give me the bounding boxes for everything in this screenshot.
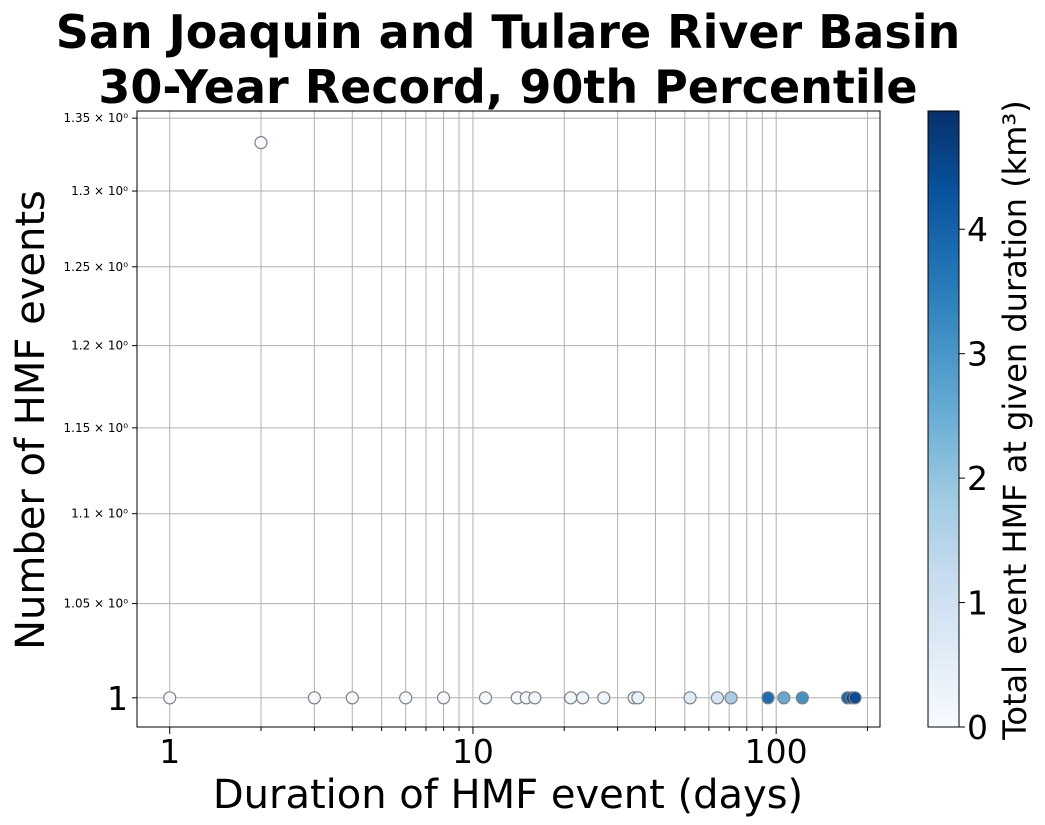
data-point (848, 691, 862, 705)
data-point (564, 691, 578, 705)
y-tick-label: 1.1 × 10⁰ (71, 507, 128, 521)
x-tick-label: 100 (745, 732, 808, 771)
colorbar-tick-label: 3 (967, 335, 988, 374)
data-point (436, 691, 451, 705)
y-tick-label: 1.05 × 10⁰ (64, 597, 129, 611)
y-tick-label: 1.3 × 10⁰ (71, 184, 128, 198)
y-tick-label: 1 (107, 679, 128, 718)
colorbar-label: Total event HMF at given duration (km³) (996, 100, 1034, 740)
data-point (399, 691, 413, 705)
data-points (163, 136, 862, 705)
data-point (597, 691, 611, 705)
colorbar-ticks: 0 1 2 3 4 (959, 210, 988, 747)
data-point (683, 691, 697, 705)
data-point (724, 691, 738, 705)
x-tick-label: 10 (452, 732, 494, 771)
data-point (345, 691, 359, 705)
y-tick-label: 1.35 × 10⁰ (64, 111, 129, 125)
y-axis-label: Number of HMF events (8, 190, 54, 650)
y-tick-label: 1.2 × 10⁰ (71, 339, 128, 353)
x-tick-label: 1 (159, 732, 180, 771)
chart-title-line-2: 30-Year Record, 90th Percentile (98, 60, 917, 114)
chart-title-line-1: San Joaquin and Tulare River Basin (56, 5, 960, 59)
y-axis-ticks: 1 1.05 × 10⁰ 1.1 × 10⁰ 1.15 × 10⁰ 1.2 × 10⁰ 1… (64, 111, 137, 718)
data-point (528, 691, 542, 705)
colorbar-tick-label: 2 (967, 459, 988, 498)
data-point (795, 691, 809, 705)
colorbar-tick-label: 0 (967, 708, 988, 747)
colorbar-tick-label: 4 (967, 210, 988, 249)
data-point (761, 691, 775, 705)
data-point (710, 691, 724, 705)
x-axis-ticks: 1 10 100 (159, 727, 868, 771)
data-point (478, 691, 493, 705)
data-point (307, 691, 321, 705)
data-point (631, 691, 645, 705)
data-point (576, 691, 590, 705)
data-point (254, 136, 268, 150)
plot-frame (136, 110, 881, 728)
x-axis-label: Duration of HMF event (days) (213, 772, 803, 818)
data-point (777, 691, 791, 705)
data-point (163, 691, 177, 705)
colorbar (927, 110, 960, 728)
y-tick-label: 1.15 × 10⁰ (64, 421, 129, 435)
colorbar-tick-label: 1 (967, 584, 988, 623)
y-tick-label: 1.25 × 10⁰ (64, 260, 129, 274)
grid-lines (137, 111, 880, 727)
